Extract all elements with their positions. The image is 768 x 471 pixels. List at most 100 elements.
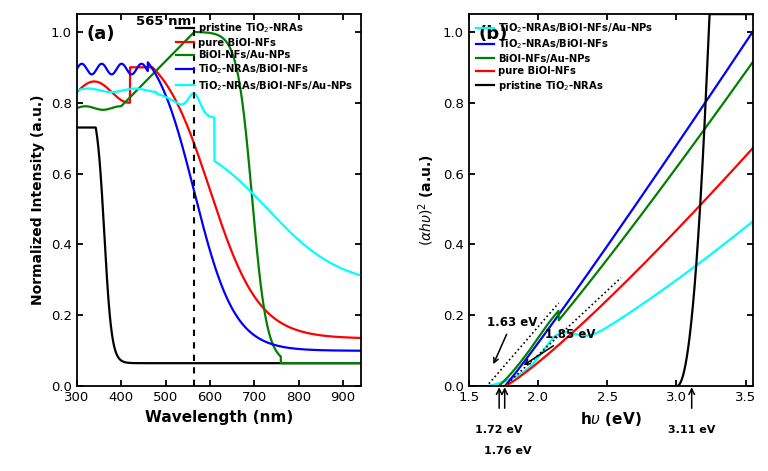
Line: pure BiOI-NFs: pure BiOI-NFs <box>468 148 753 386</box>
TiO$_2$-NRAs/BiOI-NFs <box>356 348 366 354</box>
pristine TiO$_2$-NRAs <box>72 125 81 130</box>
TiO$_2$-NRAs/BiOI-NFs/Au-NPs <box>740 225 749 231</box>
TiO$_2$-NRAs/BiOI-NFs <box>296 346 305 352</box>
Line: pristine TiO$_2$-NRAs: pristine TiO$_2$-NRAs <box>468 14 753 386</box>
pristine TiO$_2$-NRAs <box>478 383 488 389</box>
Text: 1.85 eV: 1.85 eV <box>525 328 595 364</box>
TiO$_2$-NRAs/BiOI-NFs/Au-NPs <box>594 329 604 334</box>
pure BiOI-NFs <box>687 211 697 217</box>
TiO$_2$-NRAs/BiOI-NFs <box>740 41 749 47</box>
pristine TiO$_2$-NRAs <box>687 309 697 315</box>
TiO$_2$-NRAs/BiOI-NFs <box>203 239 212 245</box>
BiOI-NFs/Au-NPs <box>356 360 366 366</box>
pure BiOI-NFs <box>125 65 134 70</box>
Y-axis label: Normalized Intensity (a.u.): Normalized Intensity (a.u.) <box>31 95 45 305</box>
TiO$_2$-NRAs/BiOI-NFs/Au-NPs <box>72 88 81 93</box>
pristine TiO$_2$-NRAs <box>348 360 357 366</box>
BiOI-NFs/Au-NPs <box>72 105 81 111</box>
pristine TiO$_2$-NRAs <box>740 11 749 17</box>
BiOI-NFs/Au-NPs <box>464 383 473 389</box>
TiO$_2$-NRAs/BiOI-NFs/Au-NPs <box>464 383 473 389</box>
TiO$_2$-NRAs/BiOI-NFs/Au-NPs <box>602 325 611 330</box>
BiOI-NFs/Au-NPs <box>594 267 604 273</box>
Line: pure BiOI-NFs: pure BiOI-NFs <box>77 67 361 338</box>
TiO$_2$-NRAs/BiOI-NFs <box>602 244 611 250</box>
TiO$_2$-NRAs/BiOI-NFs/Au-NPs <box>356 273 366 278</box>
pristine TiO$_2$-NRAs <box>236 360 245 366</box>
TiO$_2$-NRAs/BiOI-NFs/Au-NPs <box>478 383 488 389</box>
Text: 3.11 eV: 3.11 eV <box>668 425 715 435</box>
Text: (b): (b) <box>478 25 508 43</box>
Y-axis label: $(\alpha h\upsilon)^2$ (a.u.): $(\alpha h\upsilon)^2$ (a.u.) <box>417 154 437 246</box>
pristine TiO$_2$-NRAs <box>740 11 749 17</box>
TiO$_2$-NRAs/BiOI-NFs <box>478 383 488 389</box>
Legend: TiO$_2$-NRAs/BiOI-NFs/Au-NPs, TiO$_2$-NRAs/BiOI-NFs, BiOI-NFs/Au-NPs, pure BiOI-: TiO$_2$-NRAs/BiOI-NFs/Au-NPs, TiO$_2$-NR… <box>474 19 655 95</box>
pristine TiO$_2$-NRAs <box>602 383 611 389</box>
TiO$_2$-NRAs/BiOI-NFs <box>687 119 697 125</box>
pristine TiO$_2$-NRAs <box>87 125 96 130</box>
pure BiOI-NFs <box>72 89 81 95</box>
X-axis label: h$\upsilon$ (eV): h$\upsilon$ (eV) <box>580 410 641 428</box>
BiOI-NFs/Au-NPs <box>740 71 749 77</box>
TiO$_2$-NRAs/BiOI-NFs <box>87 72 96 77</box>
pure BiOI-NFs <box>87 79 96 85</box>
BiOI-NFs/Au-NPs <box>203 30 212 35</box>
Text: 1.63 eV: 1.63 eV <box>487 316 537 363</box>
X-axis label: Wavelength (nm): Wavelength (nm) <box>144 410 293 425</box>
Line: TiO$_2$-NRAs/BiOI-NFs/Au-NPs: TiO$_2$-NRAs/BiOI-NFs/Au-NPs <box>468 221 753 386</box>
pristine TiO$_2$-NRAs <box>210 360 220 366</box>
pure BiOI-NFs <box>602 298 611 303</box>
Line: BiOI-NFs/Au-NPs: BiOI-NFs/Au-NPs <box>77 32 361 363</box>
BiOI-NFs/Au-NPs <box>276 360 286 366</box>
pristine TiO$_2$-NRAs <box>203 360 212 366</box>
Line: BiOI-NFs/Au-NPs: BiOI-NFs/Au-NPs <box>468 62 753 386</box>
pure BiOI-NFs <box>748 146 757 151</box>
Line: TiO$_2$-NRAs/BiOI-NFs: TiO$_2$-NRAs/BiOI-NFs <box>77 62 361 351</box>
BiOI-NFs/Au-NPs <box>740 71 749 77</box>
Legend: pristine TiO$_2$-NRAs, pure BiOI-NFs, BiOI-NFs/Au-NPs, TiO$_2$-NRAs/BiOI-NFs, Ti: pristine TiO$_2$-NRAs, pure BiOI-NFs, Bi… <box>174 19 356 95</box>
TiO$_2$-NRAs/BiOI-NFs <box>348 348 357 353</box>
TiO$_2$-NRAs/BiOI-NFs/Au-NPs <box>740 226 749 231</box>
BiOI-NFs/Au-NPs <box>478 383 488 389</box>
pristine TiO$_2$-NRAs <box>705 11 714 17</box>
BiOI-NFs/Au-NPs <box>87 104 96 110</box>
TiO$_2$-NRAs/BiOI-NFs/Au-NPs <box>748 219 757 224</box>
TiO$_2$-NRAs/BiOI-NFs <box>348 348 357 353</box>
Line: TiO$_2$-NRAs/BiOI-NFs/Au-NPs: TiO$_2$-NRAs/BiOI-NFs/Au-NPs <box>77 89 361 276</box>
pure BiOI-NFs <box>594 305 604 310</box>
TiO$_2$-NRAs/BiOI-NFs <box>748 29 757 35</box>
Line: pristine TiO$_2$-NRAs: pristine TiO$_2$-NRAs <box>77 128 361 363</box>
pure BiOI-NFs <box>740 154 749 160</box>
TiO$_2$-NRAs/BiOI-NFs/Au-NPs <box>210 159 220 164</box>
Text: 565 nm: 565 nm <box>136 15 191 28</box>
TiO$_2$-NRAs/BiOI-NFs <box>210 264 220 270</box>
pristine TiO$_2$-NRAs <box>594 383 604 389</box>
pristine TiO$_2$-NRAs <box>464 383 473 389</box>
TiO$_2$-NRAs/BiOI-NFs <box>594 255 604 260</box>
Text: 1.76 eV: 1.76 eV <box>484 447 531 456</box>
pure BiOI-NFs <box>203 179 212 185</box>
pristine TiO$_2$-NRAs <box>296 360 305 366</box>
BiOI-NFs/Au-NPs <box>190 29 199 35</box>
TiO$_2$-NRAs/BiOI-NFs/Au-NPs <box>203 112 212 118</box>
TiO$_2$-NRAs/BiOI-NFs <box>143 59 152 65</box>
TiO$_2$-NRAs/BiOI-NFs/Au-NPs <box>348 270 357 276</box>
TiO$_2$-NRAs/BiOI-NFs/Au-NPs <box>87 86 96 91</box>
BiOI-NFs/Au-NPs <box>602 257 611 263</box>
BiOI-NFs/Au-NPs <box>748 59 757 65</box>
Text: (a): (a) <box>87 25 115 43</box>
BiOI-NFs/Au-NPs <box>296 360 306 366</box>
pure BiOI-NFs <box>210 203 220 208</box>
TiO$_2$-NRAs/BiOI-NFs/Au-NPs <box>348 270 357 276</box>
TiO$_2$-NRAs/BiOI-NFs/Au-NPs <box>296 239 305 244</box>
pure BiOI-NFs <box>296 328 305 334</box>
TiO$_2$-NRAs/BiOI-NFs/Au-NPs <box>131 86 140 91</box>
pristine TiO$_2$-NRAs <box>348 360 357 366</box>
pure BiOI-NFs <box>348 335 357 341</box>
TiO$_2$-NRAs/BiOI-NFs <box>72 66 81 72</box>
pristine TiO$_2$-NRAs <box>748 11 757 17</box>
pure BiOI-NFs <box>348 335 357 341</box>
pristine TiO$_2$-NRAs <box>356 360 366 366</box>
BiOI-NFs/Au-NPs <box>210 31 220 37</box>
BiOI-NFs/Au-NPs <box>348 360 357 366</box>
